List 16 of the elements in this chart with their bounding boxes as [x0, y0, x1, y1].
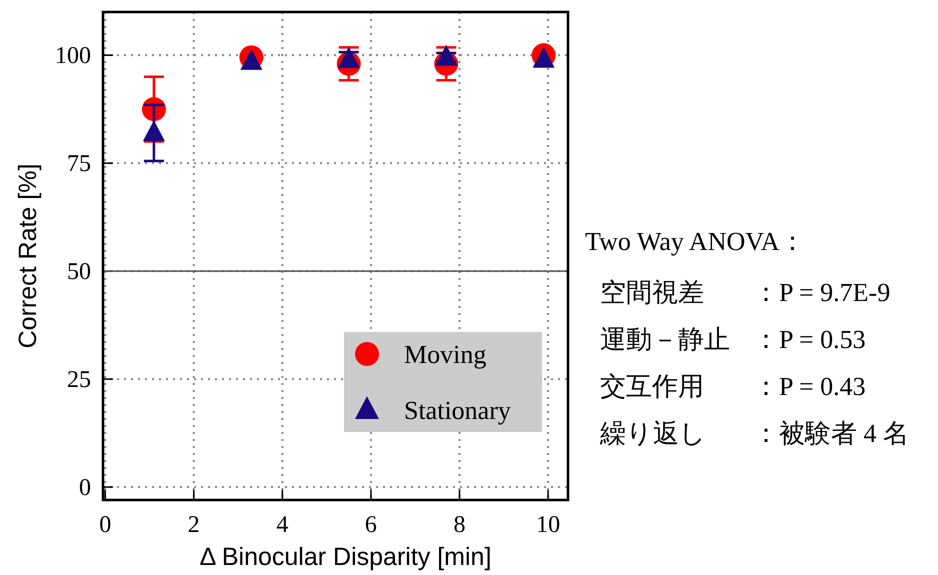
y-tick-label: 75 — [67, 151, 91, 178]
x-tick-label: 0 — [99, 512, 112, 538]
x-axis-title: Δ Binocular Disparity [min] — [200, 543, 492, 571]
legend-label: Moving — [404, 340, 486, 369]
annotations: Two Way ANOVA： 空間視差 ：P = 9.7E-9 運動－静止 ：P = 0.53 交互作用 ：P = 0.43 繰り返し ：被験者 4 名 — [585, 227, 909, 448]
y-tick-label: 25 — [67, 367, 91, 394]
x-tick-label: 6 — [364, 512, 377, 538]
y-tick-label: 0 — [79, 475, 91, 502]
y-axis-title: Correct Rate [%] — [14, 164, 42, 348]
x-tick-label: 10 — [536, 512, 560, 538]
legend-label: Stationary — [404, 396, 511, 425]
x-tick-label: 4 — [276, 512, 288, 538]
x-tick-label: 8 — [454, 512, 466, 538]
x-tick-label: 2 — [188, 512, 200, 538]
y-tick-label: 50 — [67, 259, 91, 286]
y-tick-label: 100 — [55, 43, 91, 70]
